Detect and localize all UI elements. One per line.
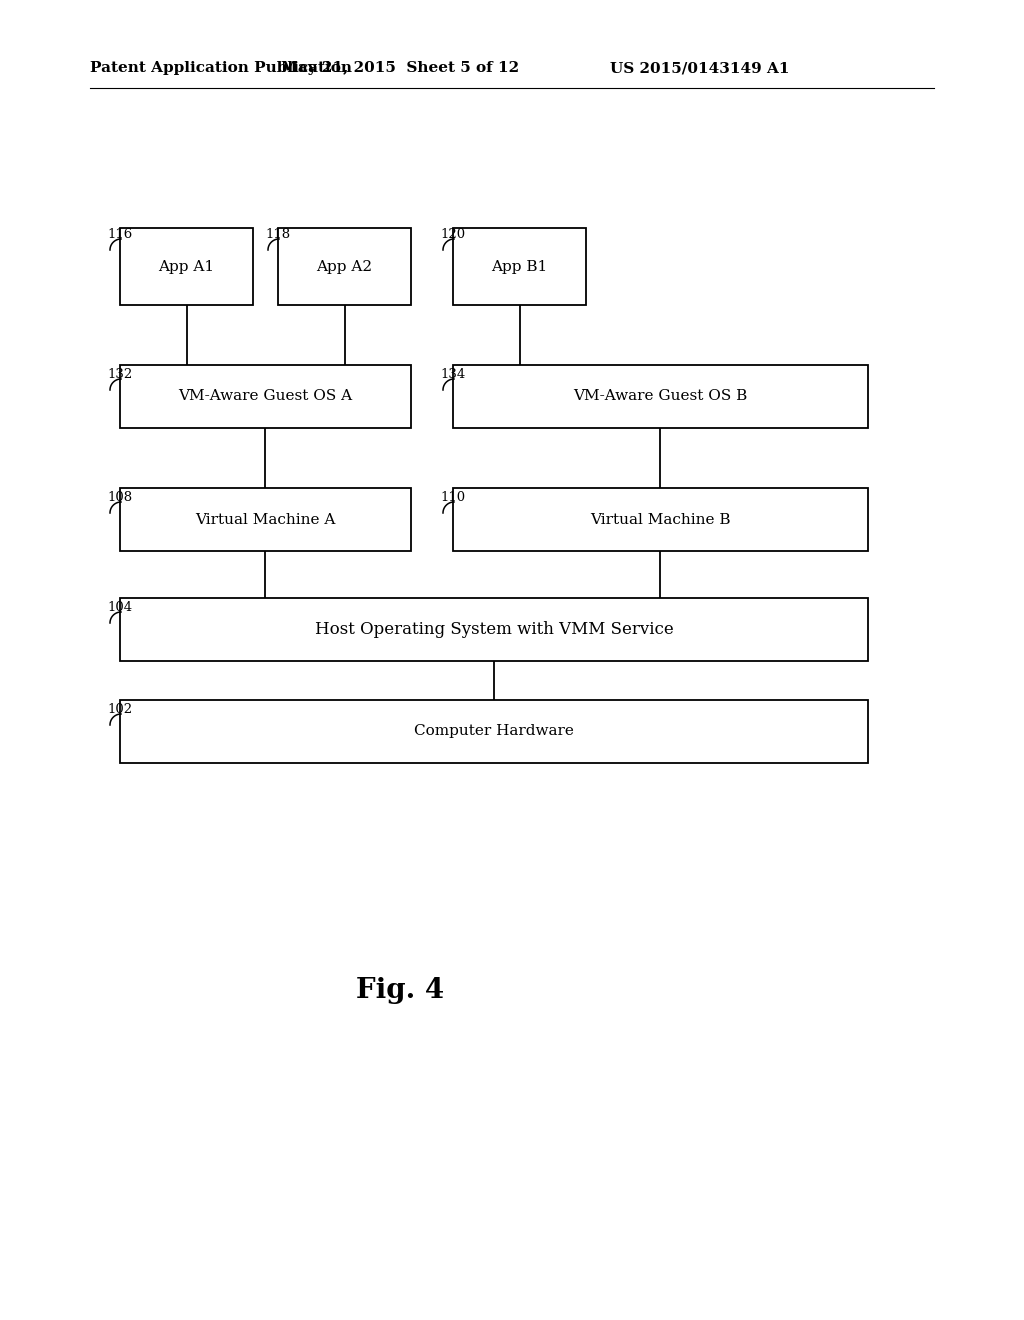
Text: VM-Aware Guest OS A: VM-Aware Guest OS A <box>178 389 352 404</box>
Text: Computer Hardware: Computer Hardware <box>414 725 573 738</box>
Text: App A2: App A2 <box>316 260 373 273</box>
Bar <box>453 488 868 550</box>
Bar <box>120 488 411 550</box>
Text: Virtual Machine B: Virtual Machine B <box>590 512 731 527</box>
Bar <box>120 228 253 305</box>
Bar <box>278 228 411 305</box>
Text: Virtual Machine A: Virtual Machine A <box>196 512 336 527</box>
Bar <box>120 598 868 661</box>
Text: Fig. 4: Fig. 4 <box>356 977 444 1003</box>
Text: 132: 132 <box>106 368 132 381</box>
Text: 110: 110 <box>440 491 465 504</box>
Bar <box>453 366 868 428</box>
Text: App B1: App B1 <box>492 260 548 273</box>
Text: 108: 108 <box>106 491 132 504</box>
Text: Host Operating System with VMM Service: Host Operating System with VMM Service <box>314 620 674 638</box>
Text: 116: 116 <box>106 228 132 242</box>
Text: 104: 104 <box>106 601 132 614</box>
Text: 102: 102 <box>106 704 132 715</box>
Bar <box>453 228 586 305</box>
Text: 120: 120 <box>440 228 465 242</box>
Text: 134: 134 <box>440 368 465 381</box>
Bar <box>120 366 411 428</box>
Text: App A1: App A1 <box>159 260 215 273</box>
Text: May 21, 2015  Sheet 5 of 12: May 21, 2015 Sheet 5 of 12 <box>281 61 519 75</box>
Text: 118: 118 <box>265 228 290 242</box>
Bar <box>120 700 868 763</box>
Text: US 2015/0143149 A1: US 2015/0143149 A1 <box>610 61 790 75</box>
Text: Patent Application Publication: Patent Application Publication <box>90 61 352 75</box>
Text: VM-Aware Guest OS B: VM-Aware Guest OS B <box>573 389 748 404</box>
